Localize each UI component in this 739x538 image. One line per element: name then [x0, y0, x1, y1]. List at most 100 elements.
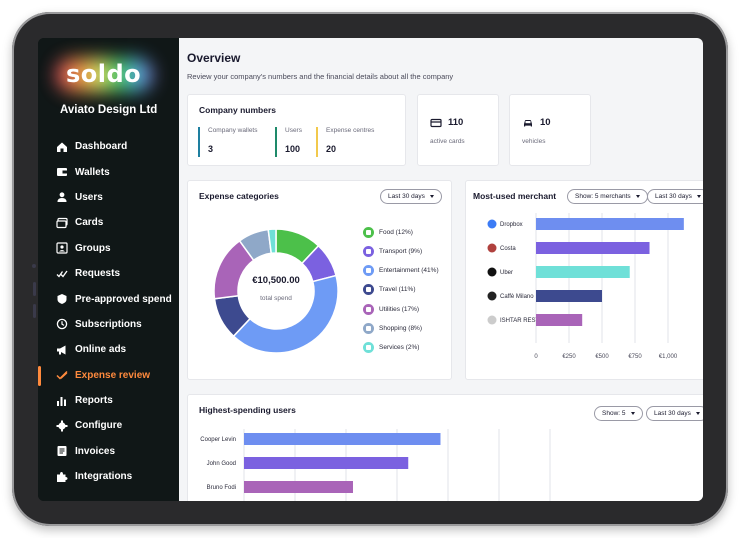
merchant-count-dropdown[interactable]: Show: 5 merchants: [567, 189, 648, 204]
sidebar-item-requests[interactable]: Requests: [38, 261, 179, 286]
user-label: Cooper Levin: [200, 437, 236, 443]
merchant-bar[interactable]: [536, 314, 583, 326]
donut-slice[interactable]: [267, 228, 277, 255]
sidebar-item-integrations[interactable]: Integrations: [38, 464, 179, 489]
active-cards-card[interactable]: 110 active cards: [417, 94, 499, 166]
sidebar-item-label: Expense review: [75, 369, 151, 381]
merchant-period-label: Last 30 days: [655, 193, 692, 200]
users-bar-chart: Cooper Levin John Good Bruno Fodi: [200, 429, 551, 501]
sidebar-item-dashboard[interactable]: Dashboard: [38, 134, 179, 159]
check-icon: [56, 369, 68, 381]
sidebar-item-online-ads[interactable]: Online ads: [38, 337, 179, 362]
sidebar-item-users[interactable]: Users: [38, 185, 179, 210]
x-tick-label: €750: [628, 354, 642, 360]
sidebar-item-label: Integrations: [75, 471, 133, 483]
merchant-logo-icon: [487, 267, 497, 277]
cards-icon: [56, 217, 68, 229]
sidebar-item-label: Configure: [75, 420, 123, 432]
stat-label: Users: [285, 127, 302, 134]
sidebar-item-label: Cards: [75, 217, 104, 229]
company-stat: Company wallets 3: [198, 127, 258, 157]
active-cards-value: 110: [448, 117, 464, 128]
user-bar[interactable]: [244, 457, 409, 469]
sidebar-item-label: Reports: [75, 395, 113, 407]
merchant-period-dropdown[interactable]: Last 30 days: [647, 189, 703, 204]
sidebar-item-label: Requests: [75, 268, 121, 280]
shield-icon: [56, 293, 68, 305]
stat-label: Company wallets: [208, 127, 258, 134]
legend-item[interactable]: Entertainment (41%): [363, 265, 439, 277]
user-bar[interactable]: [244, 433, 441, 445]
legend-label: Travel (11%): [379, 286, 416, 294]
legend-item[interactable]: Shopping (8%): [363, 323, 422, 335]
legend-item[interactable]: Food (12%): [363, 226, 413, 238]
vehicles-value: 10: [540, 117, 551, 128]
period-filter-dropdown[interactable]: Last 30 days: [380, 189, 442, 204]
chevron-down-icon: [429, 195, 434, 198]
category-icon: [363, 323, 374, 334]
puzzle-icon: [56, 471, 68, 483]
legend-item[interactable]: Travel (11%): [363, 284, 415, 296]
sidebar-item-subscriptions[interactable]: Subscriptions: [38, 312, 179, 337]
merchant-label: Uber: [500, 270, 513, 276]
x-tick-label: €250: [562, 354, 576, 360]
merchant-label: Caffè Milano: [500, 294, 534, 300]
card-icon: [430, 118, 442, 128]
logo-glow: [56, 58, 152, 92]
merchant-bar[interactable]: [536, 242, 650, 254]
stat-label: Expense centres: [326, 127, 375, 134]
merchant-bar[interactable]: [536, 290, 602, 302]
legend-label: Entertainment (41%): [379, 267, 439, 275]
sidebar-item-invoices[interactable]: Invoices: [38, 439, 179, 464]
sidebar-item-label: Online ads: [75, 344, 127, 356]
category-icon: [363, 226, 374, 238]
most-used-merchant-card: Most-used merchant Show: 5 merchants Las…: [465, 180, 703, 380]
app-screen: soldo Aviato Design Ltd Dashboard Wallets…: [38, 38, 703, 501]
user-period-dropdown[interactable]: Last 30 days: [646, 406, 703, 421]
category-icon: [363, 303, 374, 315]
logo-text: soldo: [66, 60, 142, 88]
groups-icon: [56, 242, 68, 254]
car-icon: [524, 120, 532, 127]
vehicles-card[interactable]: 10 vehicles: [509, 94, 591, 166]
user-bar[interactable]: [244, 481, 353, 493]
stat-value: 3: [208, 144, 214, 154]
requests-icon: [56, 268, 68, 280]
side-button: [33, 304, 36, 318]
main-content: Overview Review your company's numbers a…: [179, 38, 703, 501]
legend-label: Utilities (17%): [379, 305, 420, 313]
stat-value: 20: [326, 144, 337, 154]
company-stat: Users 100: [275, 127, 302, 157]
donut-chart: [213, 228, 339, 354]
sidebar-item-reports[interactable]: Reports: [38, 388, 179, 413]
sidebar-item-label: Wallets: [75, 166, 110, 178]
chevron-down-icon: [695, 412, 700, 415]
brand-logo[interactable]: soldo: [50, 52, 160, 98]
category-icon: [363, 265, 374, 277]
x-tick-label: €500: [595, 354, 609, 360]
sidebar-item-groups[interactable]: Groups: [38, 236, 179, 261]
legend-item[interactable]: Transport (9%): [363, 245, 422, 257]
highest-spending-users-card: Highest-spending users Show: 5 Last 30 d…: [187, 394, 703, 501]
chevron-down-icon: [635, 195, 640, 198]
sidebar-item-expense-review[interactable]: Expense review: [38, 363, 179, 388]
bar-chart-icon: [56, 395, 68, 407]
sidebar-item-wallets[interactable]: Wallets: [38, 159, 179, 184]
merchant-bar[interactable]: [536, 218, 684, 230]
side-button: [33, 282, 36, 296]
merchant-bar[interactable]: [536, 266, 630, 278]
home-icon: [56, 141, 68, 153]
sidebar-item-label: Users: [75, 191, 103, 203]
user-count-dropdown[interactable]: Show: 5: [594, 406, 643, 421]
merchant-logo-icon: [487, 291, 497, 301]
legend-item[interactable]: Utilities (17%): [363, 303, 419, 315]
camera-dot: [32, 264, 36, 268]
donut-slice[interactable]: [232, 274, 339, 354]
page-subtitle: Review your company's numbers and the fi…: [187, 72, 454, 81]
sidebar-item-pre-approved-spend[interactable]: Pre-approved spend: [38, 286, 179, 311]
sidebar-item-cards[interactable]: Cards: [38, 210, 179, 235]
sidebar-item-configure[interactable]: Configure: [38, 413, 179, 438]
user-period-label: Last 30 days: [654, 410, 691, 417]
merchant-label: Costa: [500, 246, 516, 252]
legend-item[interactable]: Services (2%): [363, 342, 419, 354]
